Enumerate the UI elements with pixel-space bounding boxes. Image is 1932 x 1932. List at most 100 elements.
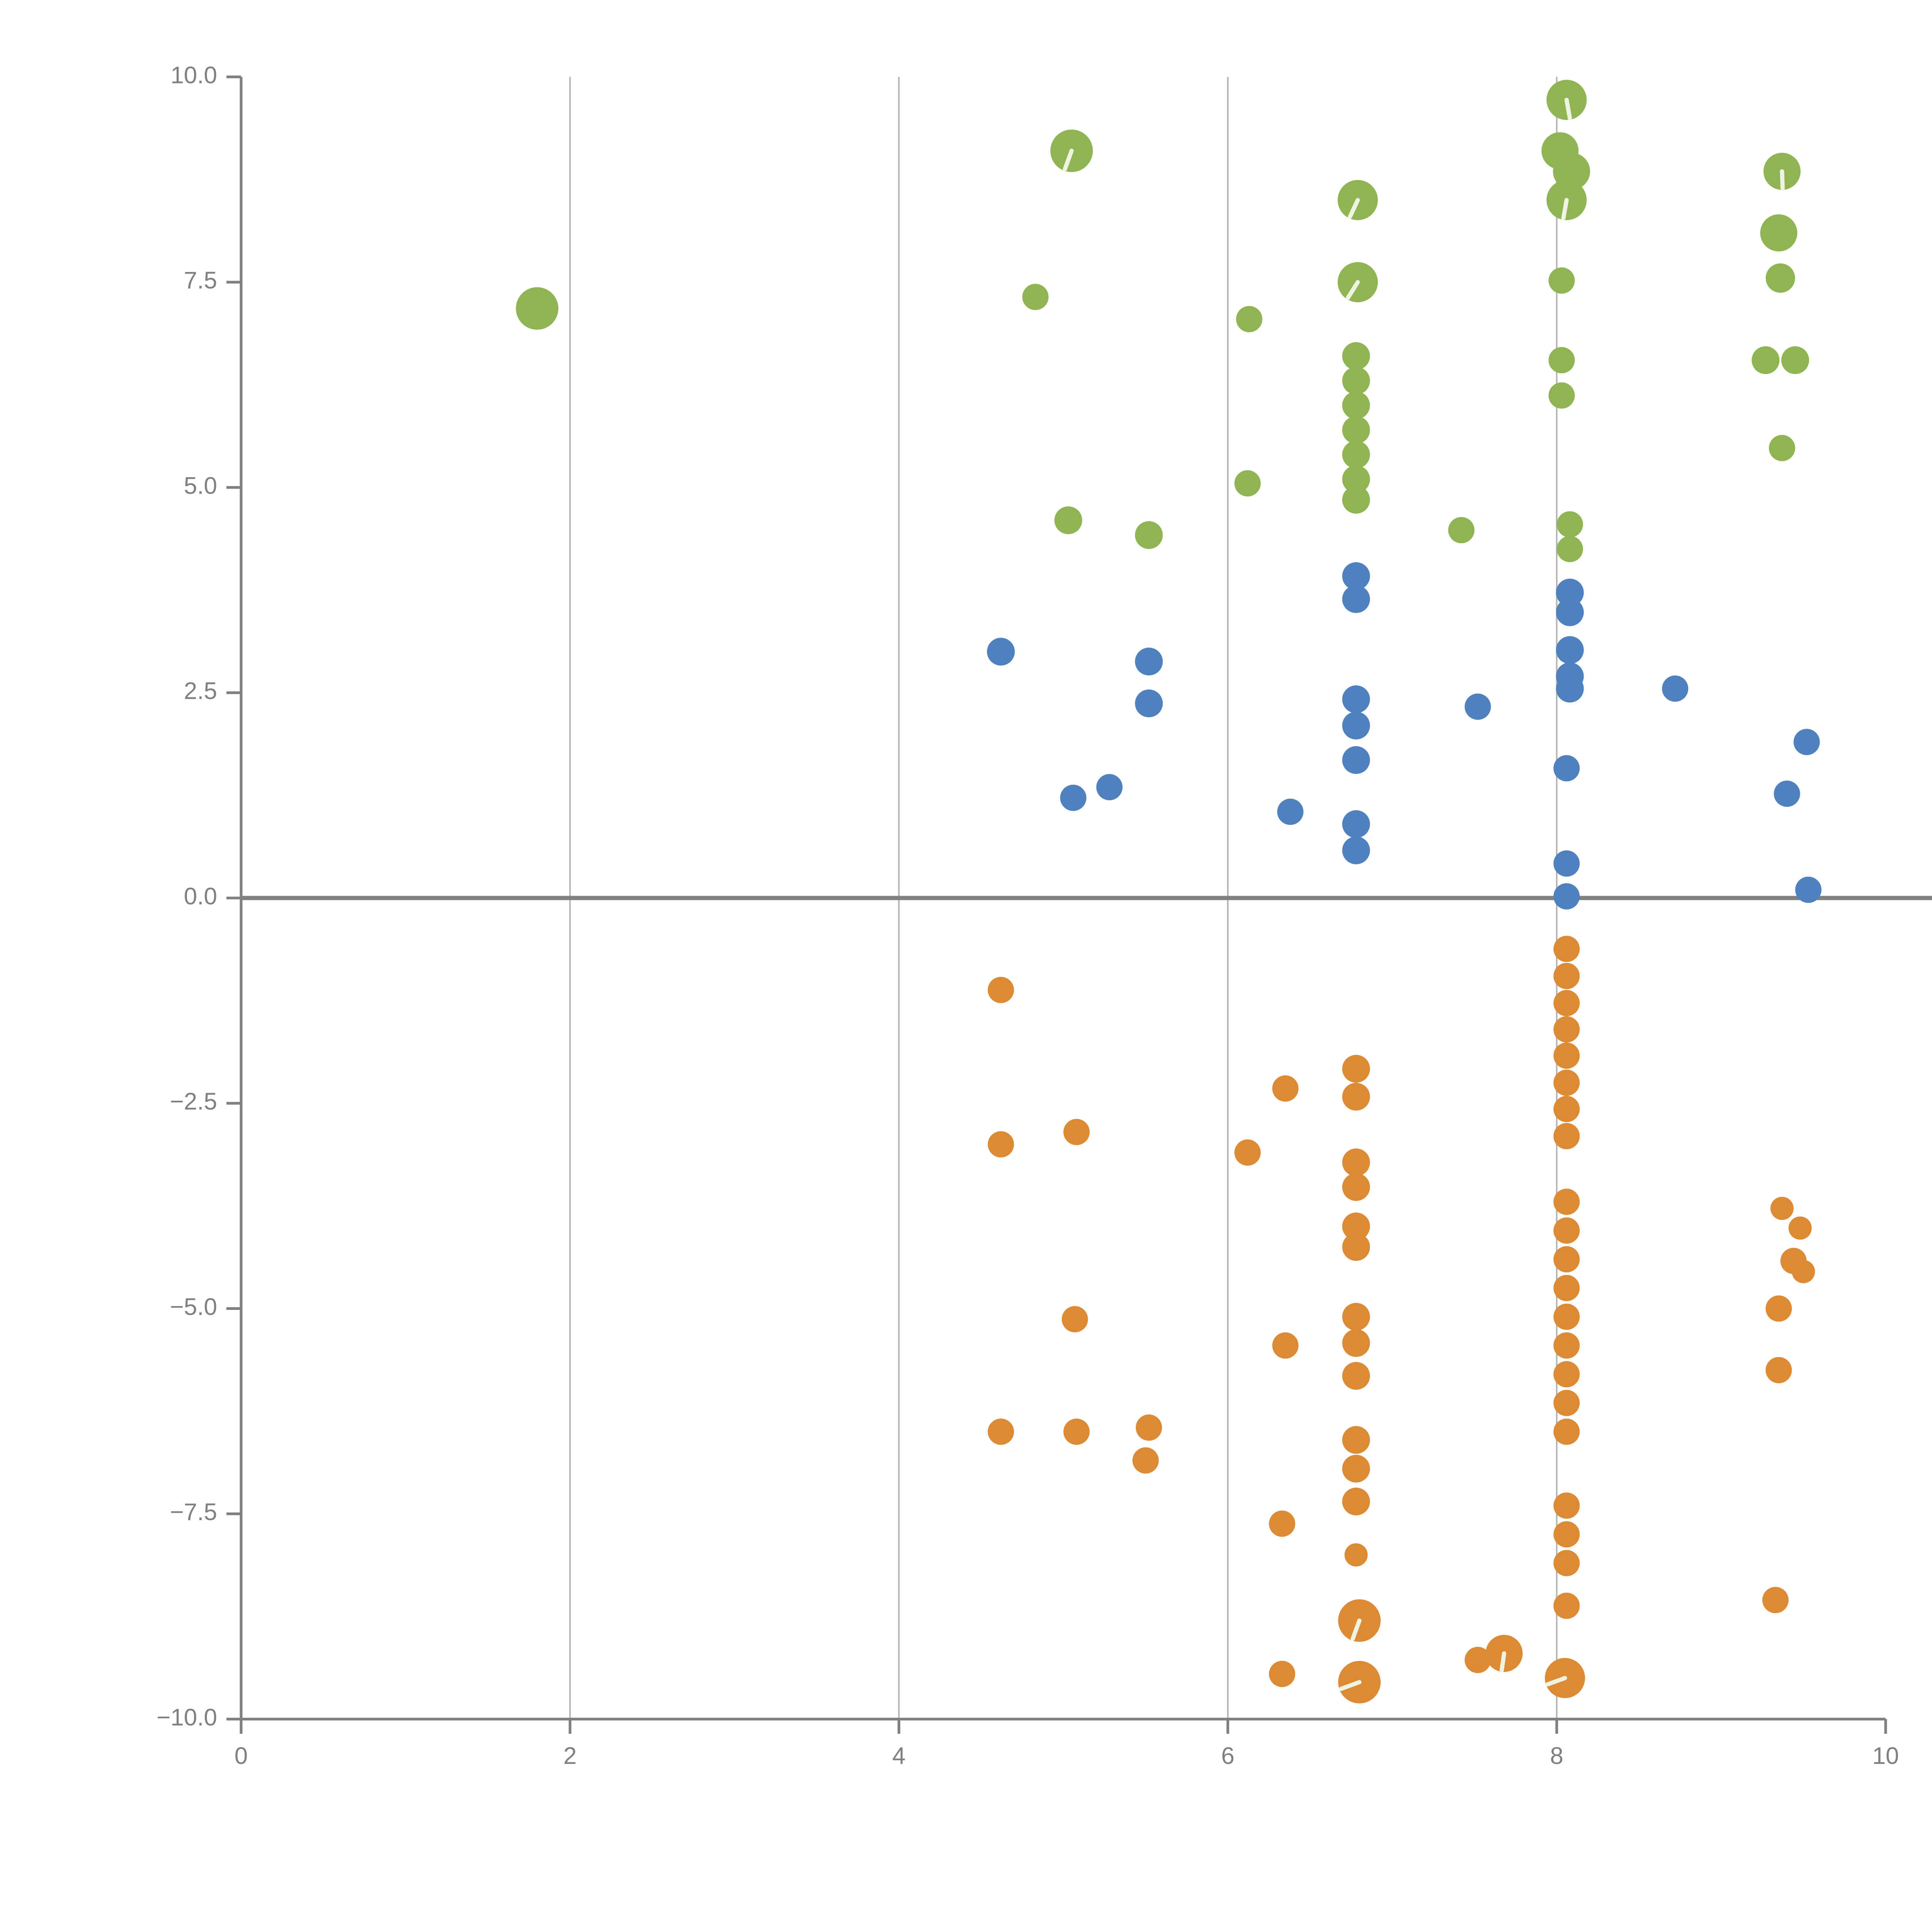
data-point-marker <box>1765 1357 1792 1383</box>
data-point-marker <box>1342 342 1370 370</box>
data-point-marker <box>1277 798 1304 825</box>
data-point-marker <box>1022 284 1049 310</box>
data-point-marker <box>1342 1487 1370 1515</box>
y-tick-label-7.5: 7.5 <box>184 267 217 294</box>
data-point-marker <box>1342 746 1370 774</box>
data-point-marker <box>1234 1139 1261 1166</box>
marker-hand-line <box>1348 198 1360 219</box>
data-point-marker <box>1132 1447 1159 1474</box>
data-point-marker <box>1060 784 1087 811</box>
marker-hand-line <box>1780 169 1785 191</box>
y-tick-label-10: 10.0 <box>170 62 217 88</box>
data-point-marker <box>1556 675 1584 703</box>
data-point-marker <box>1781 346 1809 374</box>
data-point-marker <box>1793 729 1820 755</box>
data-point-marker <box>1752 346 1780 374</box>
data-point-marker <box>1342 1233 1370 1261</box>
data-point-marker <box>1548 267 1575 294</box>
data-point-marker <box>1342 1055 1370 1083</box>
x-tick-label-0: 0 <box>235 1743 248 1769</box>
data-point-marker <box>1342 440 1370 469</box>
data-point-marker <box>1342 1329 1370 1357</box>
series-blue <box>987 562 1821 910</box>
marker-hand-line <box>1564 98 1572 121</box>
data-point-marker <box>1770 1197 1794 1220</box>
axis-lines-group <box>240 77 1932 1721</box>
data-point-marker <box>1344 1543 1368 1566</box>
data-point-marker <box>1063 1119 1090 1145</box>
data-point-marker <box>1553 850 1580 877</box>
data-point-marker <box>1135 689 1163 718</box>
data-point-marker <box>1553 1418 1580 1445</box>
data-point-marker <box>1774 781 1800 807</box>
data-point-marker <box>1342 1148 1370 1177</box>
data-point-marker <box>1054 506 1082 534</box>
data-point-marker <box>1135 648 1163 675</box>
data-point-marker <box>1556 636 1584 664</box>
data-point-marker <box>1448 517 1475 543</box>
y-tick-label-5: 5.0 <box>184 473 217 499</box>
data-point-marker <box>1553 1123 1580 1150</box>
data-point-marker <box>1342 1362 1370 1390</box>
data-point-marker <box>1553 1043 1580 1069</box>
data-point-marker <box>1342 1426 1370 1454</box>
data-point-marker <box>1063 1418 1090 1445</box>
y-tick-label--2.5: −2.5 <box>170 1088 217 1115</box>
data-point-marker <box>1269 1510 1296 1537</box>
marker-hand-line <box>1350 1618 1362 1641</box>
data-point-marker <box>1342 465 1370 493</box>
data-point-marker <box>1765 263 1795 293</box>
y-tick-label-2.5: 2.5 <box>184 678 217 704</box>
data-point-marker <box>1234 470 1261 497</box>
y-tick-label-0: 0.0 <box>184 883 217 910</box>
data-point-marker <box>1553 1096 1580 1122</box>
data-point-marker <box>1795 876 1821 903</box>
x-tick-label-6: 6 <box>1221 1743 1234 1769</box>
data-point-marker <box>1136 1414 1162 1441</box>
data-point-marker <box>1792 1260 1815 1283</box>
data-point-marker <box>1342 562 1370 590</box>
data-point-marker <box>1553 1550 1580 1577</box>
data-point-marker <box>1464 693 1491 720</box>
data-point-marker <box>1548 347 1575 374</box>
data-point-marker <box>1553 1332 1580 1359</box>
data-point-marker <box>1553 1492 1580 1519</box>
marker-hand-line <box>1545 1676 1567 1687</box>
data-point-marker <box>1342 367 1370 395</box>
data-point-marker <box>1236 306 1262 332</box>
data-point-marker <box>516 287 559 330</box>
data-point-marker <box>1553 935 1580 962</box>
data-point-marker <box>1553 990 1580 1016</box>
data-point-marker <box>1342 1173 1370 1201</box>
data-point-marker <box>1272 1332 1299 1359</box>
data-point-marker <box>1342 391 1370 419</box>
data-point-marker <box>1556 536 1583 562</box>
data-point-marker <box>1762 1587 1789 1613</box>
data-point-marker <box>1342 836 1370 864</box>
x-tick-label-10: 10 <box>1872 1743 1899 1769</box>
data-point-marker <box>987 638 1015 666</box>
data-point-marker <box>1662 675 1689 702</box>
data-point-marker <box>1342 1454 1370 1483</box>
data-point-marker <box>1272 1075 1299 1102</box>
data-point-marker <box>1342 1083 1370 1111</box>
data-point-marker <box>1269 1661 1296 1687</box>
data-markers-group <box>516 80 1821 1704</box>
data-point-marker <box>1342 486 1370 514</box>
marker-hand-line <box>1345 280 1360 300</box>
data-point-marker <box>1553 1189 1580 1215</box>
data-point-marker <box>1553 1275 1580 1301</box>
data-point-marker <box>1342 416 1370 444</box>
series-orange <box>988 935 1815 1704</box>
data-point-marker <box>1342 585 1370 613</box>
data-point-marker <box>1342 1303 1370 1331</box>
data-point-marker <box>1553 1303 1580 1330</box>
data-point-marker <box>1342 1213 1370 1240</box>
data-point-marker <box>1342 711 1370 740</box>
data-point-marker <box>1553 1592 1580 1619</box>
x-tick-label-4: 4 <box>892 1743 905 1769</box>
data-point-marker <box>1553 1389 1580 1416</box>
data-point-marker <box>1342 810 1370 838</box>
